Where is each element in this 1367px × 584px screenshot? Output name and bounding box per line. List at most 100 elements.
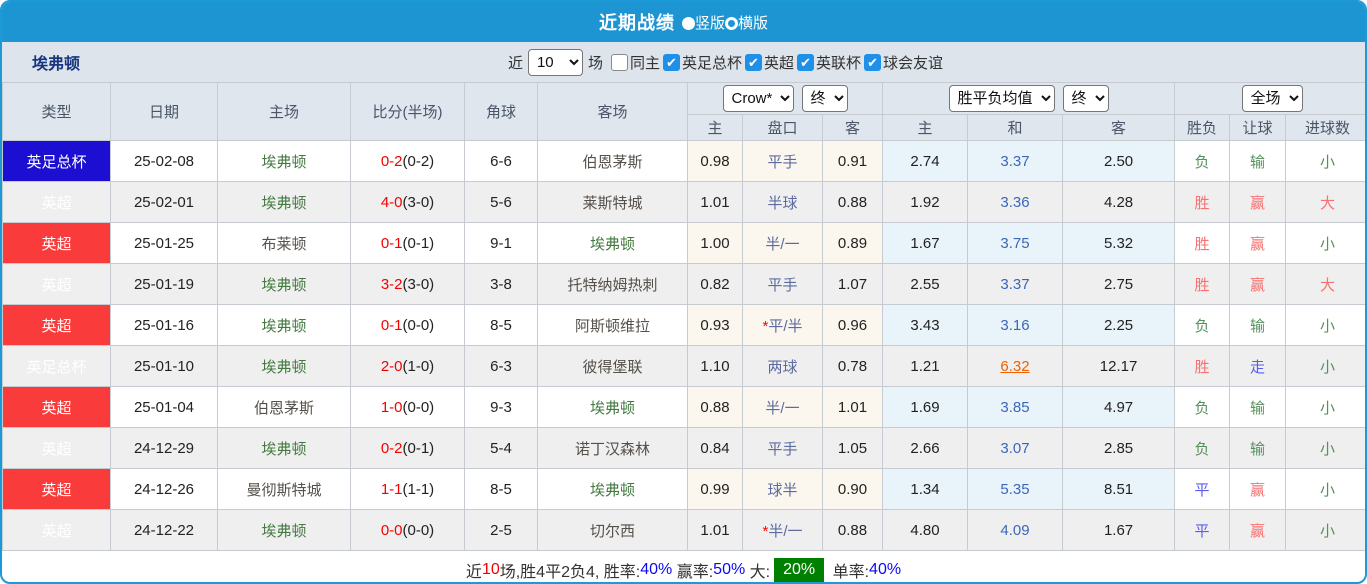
- average-time-select[interactable]: 终: [1062, 85, 1109, 112]
- subcol-wdl: 胜负: [1174, 114, 1231, 141]
- filter-checkbox-2[interactable]: ✔: [745, 53, 762, 71]
- result-wdl: 负: [1174, 427, 1231, 469]
- avg-away-odds: 4.28: [1062, 181, 1176, 223]
- filter-checkbox-item: ✔ 英足总杯: [662, 52, 742, 73]
- match-type-badge: 英超: [2, 386, 111, 428]
- home-team: 伯恩茅斯: [217, 386, 351, 428]
- filter-checkbox-0[interactable]: [610, 53, 628, 71]
- away-team: 诺丁汉森林: [537, 427, 688, 469]
- away-team: 莱斯特城: [537, 181, 688, 223]
- filter-bar: 埃弗顿 近 10 场 同主 ✔ 英足总杯 ✔ 英超 ✔ 英联杯 ✔ 球会友谊: [2, 42, 1365, 82]
- handicap-home-odds: 0.84: [687, 427, 743, 469]
- home-team: 埃弗顿: [217, 509, 351, 551]
- avg-draw-odds: 3.36: [967, 181, 1064, 223]
- avg-away-odds: 4.97: [1062, 386, 1176, 428]
- avg-draw-odds[interactable]: 6.32: [967, 345, 1064, 387]
- match-type-badge: 英足总杯: [2, 140, 111, 182]
- avg-home-odds: 2.66: [882, 427, 969, 469]
- avg-home-odds: 3.43: [882, 304, 969, 346]
- summary-segment: 赢率:: [672, 563, 714, 581]
- avg-draw-odds: 3.07: [967, 427, 1064, 469]
- period-select[interactable]: 10: [527, 48, 583, 76]
- filter-checkbox-label: 英联杯: [816, 54, 862, 72]
- score-cell: 1-0(0-0): [350, 386, 465, 428]
- handicap-group-header: Crow* 终: [686, 82, 884, 115]
- handicap-away-odds: 0.89: [821, 222, 884, 264]
- handicap-away-odds: 0.88: [821, 509, 884, 551]
- handicap-line: *半/一: [742, 509, 823, 551]
- avg-away-odds: 2.85: [1062, 427, 1176, 469]
- handicap-away-odds: 0.88: [821, 181, 884, 223]
- result-wdl: 胜: [1174, 181, 1231, 223]
- filter-checkbox-label: 同主: [629, 54, 660, 72]
- filter-checkbox-3[interactable]: ✔: [797, 53, 815, 71]
- table-row: 英足总杯 25-02-08 埃弗顿 0-2(0-2) 6-6 伯恩茅斯 0.98 平手 0.91…: [2, 140, 1365, 182]
- handicap-line: 半/一: [742, 386, 823, 428]
- odds-company-select[interactable]: Crow*: [722, 85, 794, 112]
- subcol-handicap-away: 客: [821, 114, 884, 141]
- handicap-home-odds: 0.99: [687, 468, 743, 510]
- handicap-line: 平手: [742, 427, 823, 469]
- avg-home-odds: 1.92: [882, 181, 969, 223]
- match-date: 24-12-22: [110, 509, 218, 551]
- home-team: 曼彻斯特城: [217, 468, 351, 510]
- layout-radio-vertical[interactable]: [681, 16, 695, 30]
- table-row: 英超 25-01-19 埃弗顿 3-2(3-0) 3-8 托特纳姆热刺 0.82 平手 1.07…: [2, 263, 1365, 305]
- result-goals: 小: [1285, 345, 1365, 387]
- col-header-type: 类型: [2, 82, 111, 141]
- result-goals: 小: [1285, 140, 1365, 182]
- filter-checkbox-1[interactable]: ✔: [662, 53, 680, 71]
- result-wdl: 负: [1174, 304, 1231, 346]
- corners-cell: 9-1: [464, 222, 538, 264]
- result-handicap: 赢: [1229, 509, 1287, 551]
- scope-select[interactable]: 全场: [1241, 85, 1303, 112]
- avg-home-odds: 1.67: [882, 222, 969, 264]
- home-team: 埃弗顿: [217, 140, 351, 182]
- match-date: 25-01-19: [110, 263, 218, 305]
- match-date: 25-02-08: [110, 140, 218, 182]
- avg-away-odds: 2.50: [1062, 140, 1176, 182]
- home-team: 埃弗顿: [217, 427, 351, 469]
- handicap-away-odds: 1.01: [821, 386, 884, 428]
- match-date: 24-12-26: [110, 468, 218, 510]
- avg-away-odds: 5.32: [1062, 222, 1176, 264]
- col-header-date: 日期: [110, 82, 218, 141]
- score-cell: 0-1(0-1): [350, 222, 465, 264]
- handicap-line: 平手: [742, 263, 823, 305]
- avg-draw-odds: 3.37: [967, 263, 1064, 305]
- away-team: 埃弗顿: [537, 468, 688, 510]
- filter-checkbox-4[interactable]: ✔: [864, 53, 882, 71]
- match-type-badge: 英超: [2, 509, 111, 551]
- result-wdl: 胜: [1174, 222, 1231, 264]
- match-date: 25-02-01: [110, 181, 218, 223]
- score-cell: 0-2(0-2): [350, 140, 465, 182]
- avg-home-odds: 2.55: [882, 263, 969, 305]
- avg-away-odds: 8.51: [1062, 468, 1176, 510]
- odds-time-select[interactable]: 终: [801, 85, 848, 112]
- match-date: 24-12-29: [110, 427, 218, 469]
- handicap-away-odds: 1.07: [821, 263, 884, 305]
- avg-home-odds: 1.34: [882, 468, 969, 510]
- filter-checkbox-item: 同主: [610, 52, 660, 73]
- average-type-select[interactable]: 胜平负均值: [948, 85, 1055, 112]
- away-team: 托特纳姆热刺: [537, 263, 688, 305]
- table-row: 英超 25-02-01 埃弗顿 4-0(3-0) 5-6 莱斯特城 1.01 半球 0.88 1.…: [2, 181, 1365, 223]
- table-row: 英超 24-12-22 埃弗顿 0-0(0-0) 2-5 切尔西 1.01 *半/一 0.88 4…: [2, 509, 1365, 551]
- handicap-away-odds: 0.90: [821, 468, 884, 510]
- corners-cell: 6-3: [464, 345, 538, 387]
- filter-checkbox-item: ✔ 英超: [745, 52, 794, 73]
- result-goals: 小: [1285, 427, 1365, 469]
- summary-segment: 20%: [774, 557, 825, 582]
- result-handicap: 赢: [1229, 468, 1287, 510]
- match-date: 25-01-25: [110, 222, 218, 264]
- result-handicap: 走: [1229, 345, 1287, 387]
- avg-home-odds: 1.69: [882, 386, 969, 428]
- corners-cell: 5-4: [464, 427, 538, 469]
- layout-radio-horizontal[interactable]: [725, 16, 738, 30]
- layout-radio-group: 竖版 横版: [681, 12, 768, 33]
- handicap-home-odds: 1.10: [687, 345, 743, 387]
- team-name: 埃弗顿: [32, 56, 81, 73]
- handicap-line: 半球: [742, 181, 823, 223]
- avg-away-odds: 12.17: [1062, 345, 1176, 387]
- score-cell: 0-2(0-1): [350, 427, 465, 469]
